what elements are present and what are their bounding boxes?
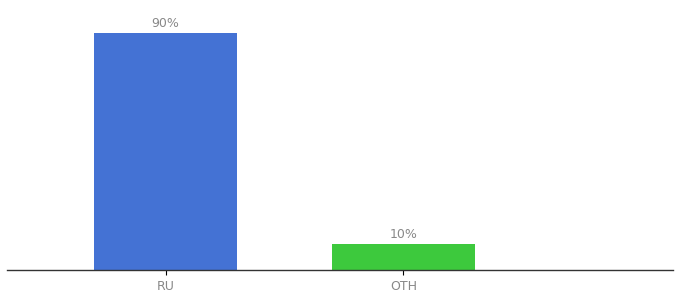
Bar	[332, 244, 475, 270]
Bar	[94, 33, 237, 270]
Text: 90%: 90%	[152, 17, 180, 30]
Text: 10%: 10%	[390, 228, 418, 241]
